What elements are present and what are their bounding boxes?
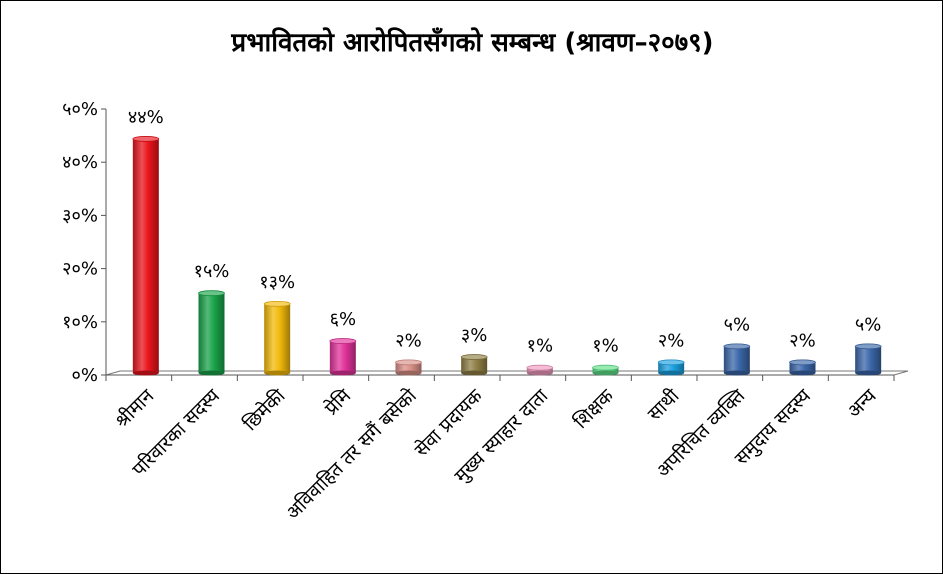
bar-base <box>658 370 685 376</box>
bar-base <box>329 370 356 376</box>
bar-base <box>526 370 553 376</box>
bar-top <box>460 354 488 360</box>
bar-base <box>198 370 225 376</box>
bar-top <box>657 359 685 366</box>
bar-base <box>395 370 422 376</box>
y-tick-label: २०% <box>62 259 98 280</box>
bar-base <box>592 370 619 376</box>
bar-top <box>263 300 291 307</box>
bar <box>264 303 291 373</box>
bar-top <box>329 338 357 344</box>
x-tick-label: छिमेकी <box>239 384 291 436</box>
x-tick-label: अविवाहित तर सगैं बसेको <box>281 384 422 525</box>
data-label: ६% <box>330 309 356 330</box>
bar-base <box>264 370 291 376</box>
data-label: २% <box>395 330 421 351</box>
x-tick-label: साथी <box>643 384 685 426</box>
data-label: १५% <box>194 261 230 282</box>
bar-top <box>723 343 751 350</box>
x-tick-label: प्रेमि <box>320 384 356 420</box>
bar-top <box>592 364 619 371</box>
bar-top <box>526 364 554 371</box>
x-tick-label: श्रीमान <box>110 384 159 433</box>
data-label: ५% <box>855 314 881 335</box>
y-tick-label: ४०% <box>62 152 98 173</box>
data-label: २% <box>789 330 815 351</box>
chart-floor <box>105 370 909 376</box>
bar <box>855 346 882 373</box>
bar <box>789 362 816 373</box>
bar-base <box>132 370 159 376</box>
y-tick-label: ३०% <box>62 205 98 226</box>
data-label: ५% <box>724 314 750 335</box>
bar <box>461 357 488 373</box>
x-tick-label: अन्य <box>843 384 881 422</box>
bar-top <box>854 343 882 350</box>
data-label: १% <box>527 336 553 357</box>
data-label: १३% <box>259 272 295 293</box>
bar-top <box>132 136 160 142</box>
bar-top <box>395 359 422 366</box>
bar-base <box>789 370 816 376</box>
y-tick-label: ५०% <box>62 99 98 120</box>
y-tick-label: १०% <box>62 312 98 333</box>
data-label: २% <box>658 330 684 351</box>
data-label: ३% <box>461 325 487 346</box>
chart-title: प्रभावितको आरोपितसँगको सम्बन्ध (श्रावण–२… <box>231 28 714 58</box>
bar <box>329 341 356 373</box>
bar <box>198 293 225 373</box>
data-label: १% <box>592 336 618 357</box>
y-tick-label: ०% <box>72 365 98 386</box>
bar <box>723 346 750 373</box>
bar-top <box>789 359 816 366</box>
bar-base <box>855 370 882 376</box>
bar-base <box>461 370 488 376</box>
bar <box>395 362 422 373</box>
bar <box>132 138 159 373</box>
x-tick-label: शिक्षक <box>569 384 618 433</box>
bar <box>658 362 685 373</box>
data-label: ४४% <box>128 107 164 128</box>
bar-base <box>723 370 750 376</box>
bar-top <box>198 290 225 297</box>
